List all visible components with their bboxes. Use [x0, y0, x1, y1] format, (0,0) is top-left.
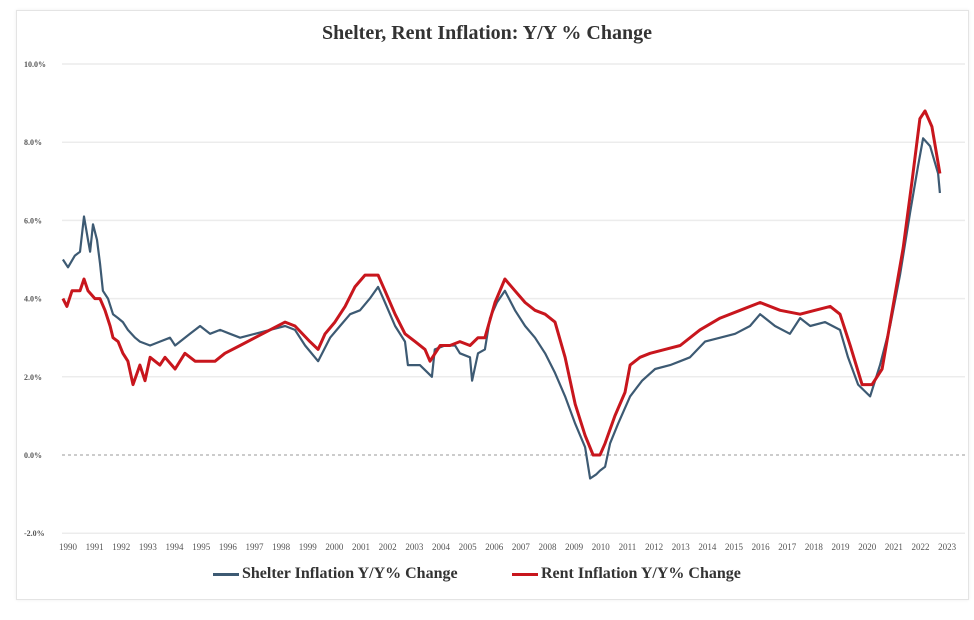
y-tick-label: 6.0% [24, 216, 42, 225]
x-tick-label: 2011 [619, 542, 637, 552]
x-tick-label: 2012 [645, 542, 663, 552]
x-tick-label: 2005 [459, 542, 478, 552]
legend-label-shelter: Shelter Inflation Y/Y% Change [242, 565, 458, 582]
y-tick-label: 8.0% [24, 138, 42, 147]
legend-item-shelter: Shelter Inflation Y/Y% Change [213, 565, 458, 583]
x-tick-label: 2018 [805, 542, 824, 552]
legend: Shelter Inflation Y/Y% Change Rent Infla… [0, 565, 974, 589]
x-tick-label: 2014 [698, 542, 717, 552]
x-tick-label: 2010 [592, 542, 611, 552]
y-tick-label: 2.0% [24, 373, 42, 382]
x-tick-label: 1997 [245, 542, 264, 552]
x-tick-label: 2015 [725, 542, 744, 552]
chart-title: Shelter, Rent Inflation: Y/Y % Change [321, 22, 652, 44]
series-line-rent [61, 109, 942, 457]
y-tick-label: -2.0% [24, 529, 45, 538]
x-tick-label: 1990 [59, 542, 78, 552]
x-tick-label: 1998 [272, 542, 291, 552]
x-tick-label: 2016 [752, 542, 771, 552]
x-tick-label: 2023 [938, 542, 957, 552]
x-tick-label: 1995 [192, 542, 211, 552]
x-tick-label: 2017 [778, 542, 797, 552]
x-tick-label: 2000 [325, 542, 344, 552]
x-tick-label: 2013 [672, 542, 691, 552]
legend-label-rent: Rent Inflation Y/Y% Change [541, 565, 741, 582]
x-tick-label: 2006 [485, 542, 504, 552]
x-tick-label: 2001 [352, 542, 370, 552]
x-tick-label: 2020 [858, 542, 877, 552]
legend-swatch-rent [512, 572, 538, 576]
x-tick-label: 2009 [565, 542, 584, 552]
x-tick-label: 2007 [512, 542, 531, 552]
legend-swatch-shelter [213, 572, 239, 576]
x-tick-label: 2004 [432, 542, 451, 552]
x-tick-label: 2019 [832, 542, 851, 552]
x-tick-label: 2022 [911, 542, 929, 552]
legend-item-rent: Rent Inflation Y/Y% Change [512, 565, 741, 583]
x-tick-label: 2002 [379, 542, 397, 552]
x-tick-label: 2008 [539, 542, 558, 552]
x-tick-label: 1999 [299, 542, 318, 552]
chart-frame [16, 10, 969, 600]
x-tick-label: 2003 [405, 542, 424, 552]
y-tick-label: 4.0% [24, 295, 42, 304]
series-line-shelter [61, 137, 941, 480]
x-tick-label: 1991 [86, 542, 104, 552]
y-tick-label: 0.0% [24, 451, 42, 460]
x-tick-label: 1996 [219, 542, 238, 552]
x-tick-label: 2021 [885, 542, 903, 552]
x-tick-label: 1993 [139, 542, 158, 552]
x-tick-label: 1994 [166, 542, 185, 552]
y-tick-label: 10.0% [24, 60, 46, 69]
x-tick-label: 1992 [112, 542, 130, 552]
